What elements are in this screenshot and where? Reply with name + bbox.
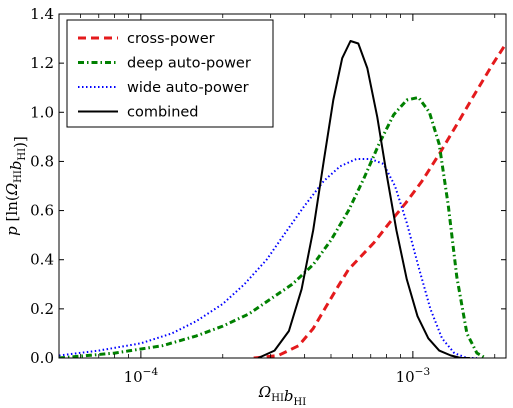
y-tick-label: 1.0	[30, 103, 54, 121]
series-line-deep-auto-power	[59, 96, 487, 358]
series-line-combined	[257, 40, 470, 358]
y-tick-label: 0.8	[30, 152, 54, 170]
y-tick-label: 1.4	[30, 5, 54, 23]
legend-label: cross-power	[127, 31, 215, 47]
y-tick-label: 0.4	[30, 251, 54, 269]
legend-label: deep auto-power	[127, 56, 251, 72]
legend-box	[66, 19, 274, 128]
legend-label: wide auto-power	[127, 80, 249, 96]
series-line-wide-auto-power	[59, 158, 477, 358]
y-tick-label: 1.2	[30, 54, 54, 72]
axis-ticks: 0.00.20.40.60.81.01.21.410−4 10−3	[30, 5, 506, 386]
y-tick-label: 0.6	[30, 202, 54, 220]
y-axis-label: p [ln(ΩHIbHI)]	[3, 136, 29, 236]
plot-frame	[58, 13, 507, 359]
series-line-cross-power	[253, 42, 506, 358]
x-axis-label: ΩHIbHI	[258, 383, 306, 408]
legend-label: combined	[127, 105, 199, 121]
y-tick-label: 0.2	[30, 300, 54, 318]
y-tick-label: 0.0	[30, 349, 54, 367]
legend: cross-power deep auto-power wide auto-powe…	[66, 19, 274, 128]
plot-area	[59, 40, 506, 358]
